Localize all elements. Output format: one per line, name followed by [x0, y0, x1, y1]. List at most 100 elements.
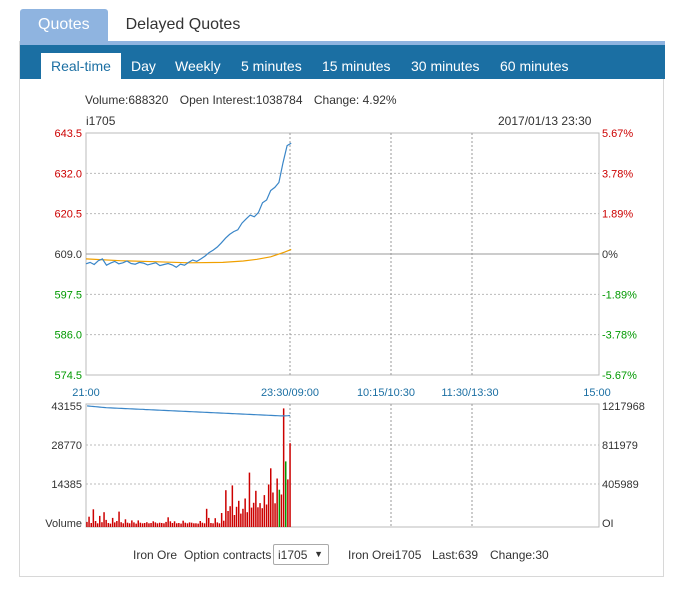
stat-volume: Volume:688320 — [85, 93, 169, 107]
oi-tick-label: OI — [602, 518, 614, 530]
volume-bar — [193, 523, 195, 527]
volume-bar — [137, 520, 139, 527]
oi-tick-label: 405989 — [602, 479, 639, 491]
tab-delayed-quotes[interactable]: Delayed Quotes — [125, 16, 241, 33]
volume-bar — [152, 521, 154, 527]
volume-bar — [90, 523, 92, 527]
contract-select[interactable]: i1705 ▼ — [273, 544, 329, 565]
footer-quote-name: Iron Orei1705 — [348, 548, 422, 562]
stat-open-interest: Open Interest:1038784 — [179, 93, 303, 107]
volume-bar — [229, 506, 231, 527]
volume-bar — [205, 508, 208, 527]
volume-bar — [139, 522, 142, 527]
quote-stats: Volume:688320 Open Interest:1038784 Chan… — [85, 93, 405, 107]
volume-bar — [169, 521, 172, 527]
volume-bar — [261, 508, 263, 527]
volume-bar — [263, 495, 266, 527]
volume-bar — [265, 504, 268, 527]
open-interest-line — [87, 405, 291, 417]
volume-bar — [289, 443, 291, 527]
pct-tick-label: 1.89% — [602, 209, 633, 221]
volume-bar — [94, 521, 97, 527]
stat-change: Change: 4.92% — [313, 93, 397, 107]
volume-bar — [233, 515, 236, 527]
price-tick-label: 620.5 — [54, 209, 82, 221]
volume-bar — [244, 498, 246, 527]
pct-tick-label: 3.78% — [602, 168, 633, 180]
volume-bar — [150, 523, 152, 527]
volume-bar — [141, 523, 144, 527]
interval-30-minutes[interactable]: 30 minutes — [411, 58, 480, 74]
time-tick-label: 21:00 — [72, 387, 100, 399]
volume-bar — [227, 511, 229, 527]
volume-bar — [195, 523, 197, 527]
volume-bar — [248, 472, 251, 527]
interval-day[interactable]: Day — [131, 58, 156, 74]
price-tick-label: 597.5 — [54, 289, 82, 301]
volume-bar — [190, 522, 193, 527]
volume-bar — [111, 517, 114, 527]
volume-tick-label: 43155 — [51, 401, 82, 413]
interval-15-minutes[interactable]: 15 minutes — [322, 58, 391, 74]
volume-bar — [218, 523, 221, 527]
volume-bar — [182, 520, 184, 527]
volume-bar — [201, 522, 204, 527]
time-tick-label: 15:00 — [583, 387, 611, 399]
volume-bar — [107, 523, 110, 527]
volume-bar — [203, 523, 206, 527]
volume-bar — [158, 522, 161, 527]
volume-bar — [250, 507, 253, 527]
volume-bar — [122, 523, 124, 527]
chart-symbol: i1705 — [86, 114, 116, 128]
volume-tick-label: 14385 — [51, 479, 82, 491]
volume-bar — [220, 513, 223, 527]
contract-select-value: i1705 — [278, 548, 308, 562]
price-tick-label: 643.5 — [54, 128, 82, 140]
volume-bar — [176, 523, 178, 527]
volume-bar — [223, 520, 225, 527]
volume-bar — [126, 522, 129, 527]
volume-frame — [85, 403, 600, 528]
footer-change: Change:30 — [490, 548, 549, 562]
interval-weekly[interactable]: Weekly — [175, 58, 221, 74]
volume-bar — [242, 508, 244, 527]
volume-bar — [146, 522, 148, 527]
volume-bar — [235, 506, 238, 527]
volume-bar — [216, 522, 219, 527]
volume-bar — [96, 523, 99, 527]
average-price-line — [85, 248, 292, 264]
oi-tick-label: 811979 — [602, 440, 638, 452]
volume-bar — [278, 489, 281, 527]
volume-bar — [274, 503, 276, 527]
volume-bar — [148, 523, 150, 527]
volume-bar — [240, 513, 242, 527]
volume-bar — [128, 523, 131, 527]
pct-tick-label: 0% — [602, 249, 618, 261]
volume-bar — [86, 521, 88, 527]
volume-bar — [255, 490, 257, 527]
interval-real-time[interactable]: Real-time — [41, 53, 121, 79]
volume-bar — [270, 468, 272, 527]
volume-bar — [276, 478, 278, 527]
volume-bar — [186, 523, 189, 527]
interval-5-minutes[interactable]: 5 minutes — [241, 58, 302, 74]
volume-bar — [225, 490, 227, 527]
volume-bar — [238, 500, 240, 527]
footer-bar: Iron Ore Option contracts i1705 ▼ Iron O… — [0, 544, 681, 566]
price-tick-label: 609.0 — [54, 249, 82, 261]
volume-bar — [133, 522, 135, 527]
volume-bar — [161, 523, 163, 527]
volume-bar — [143, 523, 146, 527]
volume-bar — [208, 517, 210, 527]
volume-bar — [259, 503, 261, 527]
volume-bar — [171, 523, 174, 527]
volume-bar — [285, 461, 287, 527]
volume-bar — [282, 408, 285, 527]
volume-bar — [210, 523, 212, 527]
price-tick-label: 586.0 — [54, 330, 82, 342]
interval-60-minutes[interactable]: 60 minutes — [500, 58, 569, 74]
volume-bar — [272, 492, 274, 527]
tab-quotes[interactable]: Quotes — [20, 9, 108, 41]
volume-bar — [116, 521, 118, 527]
